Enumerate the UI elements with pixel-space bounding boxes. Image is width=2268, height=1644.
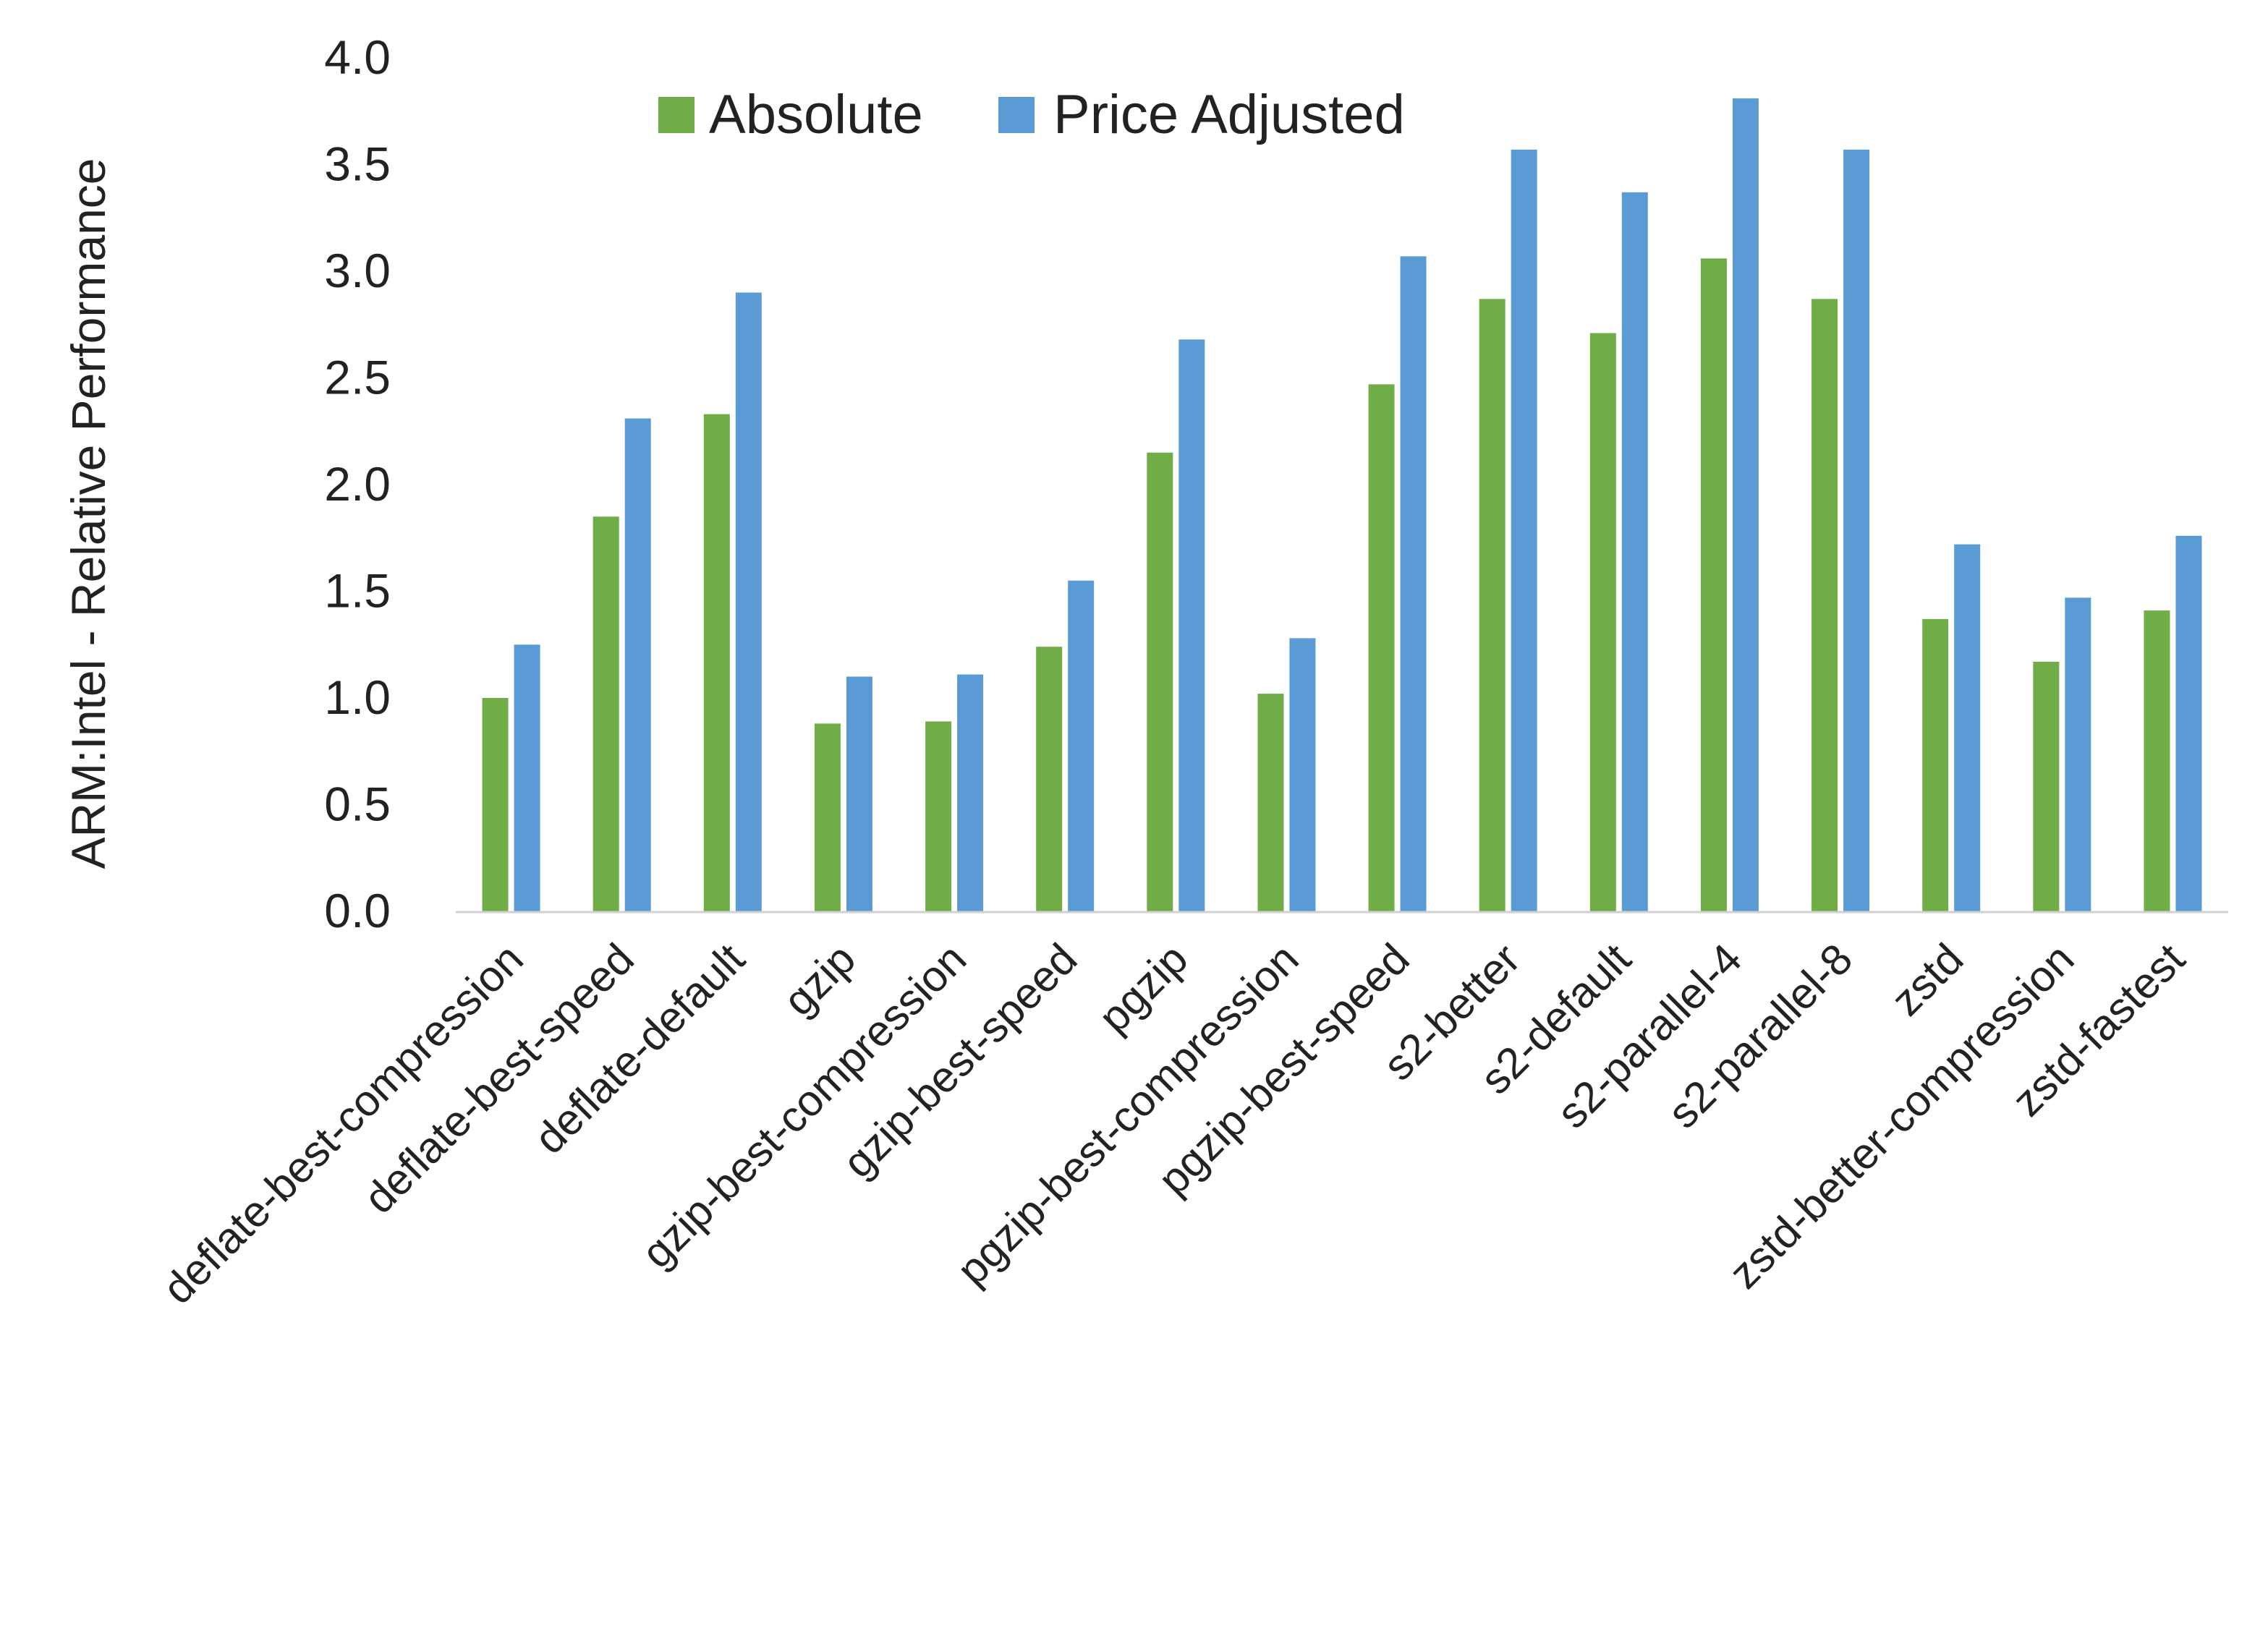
bar-absolute-zstd-better-compression <box>2033 661 2060 911</box>
bar-absolute-gzip <box>814 723 841 911</box>
bar-absolute-pgzip <box>1147 452 1173 911</box>
legend: Absolute Price Adjusted <box>658 84 1405 145</box>
bar-price-adjusted-gzip-best-speed <box>1068 580 1095 911</box>
legend-swatch-price-adjusted <box>998 97 1035 133</box>
bar-price-adjusted-deflate-best-speed <box>624 418 651 911</box>
bar-absolute-deflate-best-speed <box>593 516 619 911</box>
bar-price-adjusted-gzip <box>846 676 872 911</box>
bar-absolute-s2-parallel-4 <box>1700 258 1727 911</box>
bar-price-adjusted-s2-parallel-8 <box>1843 149 1870 912</box>
y-axis-title: ARM:Intel - Relative Performance <box>61 158 115 869</box>
y-tick-label: 0.0 <box>324 884 391 937</box>
bar-absolute-pgzip-best-speed <box>1368 384 1395 911</box>
bar-price-adjusted-zstd-better-compression <box>2065 597 2091 911</box>
bar-price-adjusted-gzip-best-compression <box>957 674 984 911</box>
bar-absolute-gzip-best-speed <box>1036 647 1063 911</box>
y-tick-label: 2.5 <box>324 351 391 404</box>
bar-absolute-zstd <box>1922 618 1949 911</box>
y-tick-label: 4.0 <box>324 30 391 84</box>
y-tick-label: 1.5 <box>324 564 391 618</box>
bar-absolute-deflate-best-compression <box>482 698 509 911</box>
x-tick-label: gzip <box>774 934 865 1025</box>
bar-price-adjusted-s2-better <box>1511 149 1537 912</box>
bar-absolute-gzip-best-compression <box>925 721 952 911</box>
legend-label-absolute: Absolute <box>709 84 923 145</box>
y-tick-label: 1.0 <box>324 670 391 724</box>
bar-price-adjusted-deflate-best-compression <box>514 644 540 911</box>
bar-price-adjusted-pgzip <box>1178 339 1205 911</box>
y-tick-label: 3.5 <box>324 137 391 191</box>
bar-price-adjusted-deflate-default <box>735 292 762 911</box>
bar-price-adjusted-zstd <box>1954 544 1981 911</box>
y-tick-label: 0.5 <box>324 778 391 831</box>
bar-absolute-deflate-default <box>703 414 730 911</box>
bar-absolute-s2-default <box>1589 333 1616 911</box>
bar-absolute-pgzip-best-compression <box>1257 694 1284 911</box>
legend-swatch-absolute <box>658 97 695 133</box>
bar-price-adjusted-s2-parallel-4 <box>1732 98 1759 911</box>
bar-price-adjusted-zstd-fastest <box>2175 535 2202 911</box>
bar-absolute-s2-parallel-8 <box>1812 299 1838 912</box>
legend-label-price-adjusted: Price Adjusted <box>1053 84 1405 145</box>
bar-absolute-zstd-fastest <box>2144 610 2170 911</box>
y-tick-label: 2.0 <box>324 457 391 511</box>
bar-price-adjusted-pgzip-best-speed <box>1400 256 1427 912</box>
x-tick-label: zstd <box>1882 934 1972 1025</box>
bar-price-adjusted-s2-default <box>1621 192 1648 912</box>
bar-price-adjusted-pgzip-best-compression <box>1289 638 1316 911</box>
x-tick-label: pgzip <box>1090 934 1197 1042</box>
bar-absolute-s2-better <box>1479 299 1505 912</box>
y-tick-label: 3.0 <box>324 244 391 297</box>
